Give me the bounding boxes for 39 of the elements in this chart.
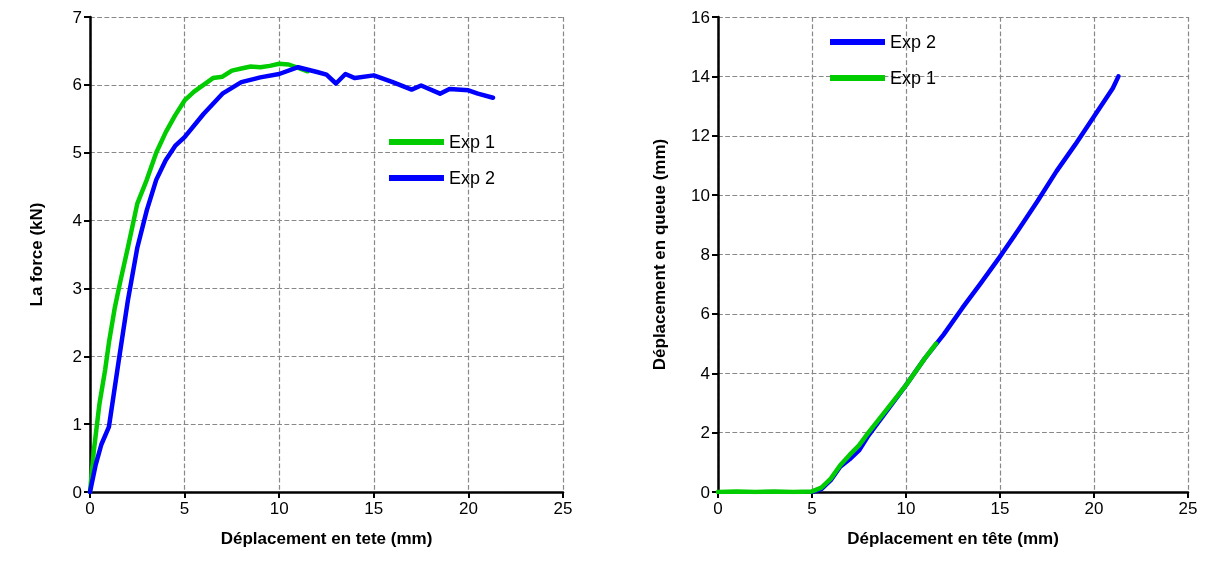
x-axis-title: Déplacement en tete (mm): [220, 529, 433, 548]
y-tick-label: 7: [72, 7, 82, 27]
x-tick-label: 20: [458, 499, 478, 518]
x-tick-label: 10: [269, 499, 289, 518]
y-axis-title: Déplacement en queue (mm): [650, 138, 669, 371]
y-tick-label: 0: [72, 482, 82, 502]
line-series: [715, 341, 939, 495]
legend-label: Exp 1: [890, 68, 937, 88]
legend-label: Exp 1: [448, 132, 495, 152]
y-tick-label: 3: [72, 278, 82, 298]
y-tick-label: 16: [691, 7, 710, 27]
x-tick-label: 25: [553, 499, 573, 518]
y-tick-label: 1: [72, 414, 82, 434]
x-tick-label: 20: [1084, 499, 1104, 518]
y-tick-label: 14: [691, 66, 710, 86]
x-tick-label: 5: [179, 499, 190, 518]
y-tick-label: 8: [700, 245, 710, 264]
y-tick-label: 5: [72, 143, 82, 163]
y-tick-label: 6: [72, 75, 82, 95]
x-tick-label: 10: [896, 499, 916, 518]
legend-label: Exp 2: [890, 32, 937, 52]
x-tick-label: 0: [713, 499, 723, 518]
y-tick-label: 12: [691, 126, 710, 146]
x-axis-title: Déplacement en tête (mm): [847, 529, 1059, 548]
line-series: [87, 64, 496, 495]
legend-label: Exp 2: [448, 168, 495, 188]
x-tick-label: 15: [990, 499, 1010, 518]
x-tick-label: 25: [1178, 499, 1198, 518]
x-tick-label: 5: [807, 499, 817, 518]
y-tick-label: 2: [72, 346, 82, 366]
y-tick-label: 4: [700, 363, 710, 383]
y-tick-label: 4: [72, 211, 82, 231]
y-tick-label: 0: [700, 482, 710, 502]
y-tick-label: 10: [691, 185, 710, 205]
x-tick-label: 15: [364, 499, 384, 518]
x-tick-label: 0: [85, 499, 95, 518]
y-tick-label: 6: [700, 304, 710, 324]
y-axis-title: La force (kN): [27, 202, 46, 307]
y-tick-label: 2: [700, 423, 710, 443]
